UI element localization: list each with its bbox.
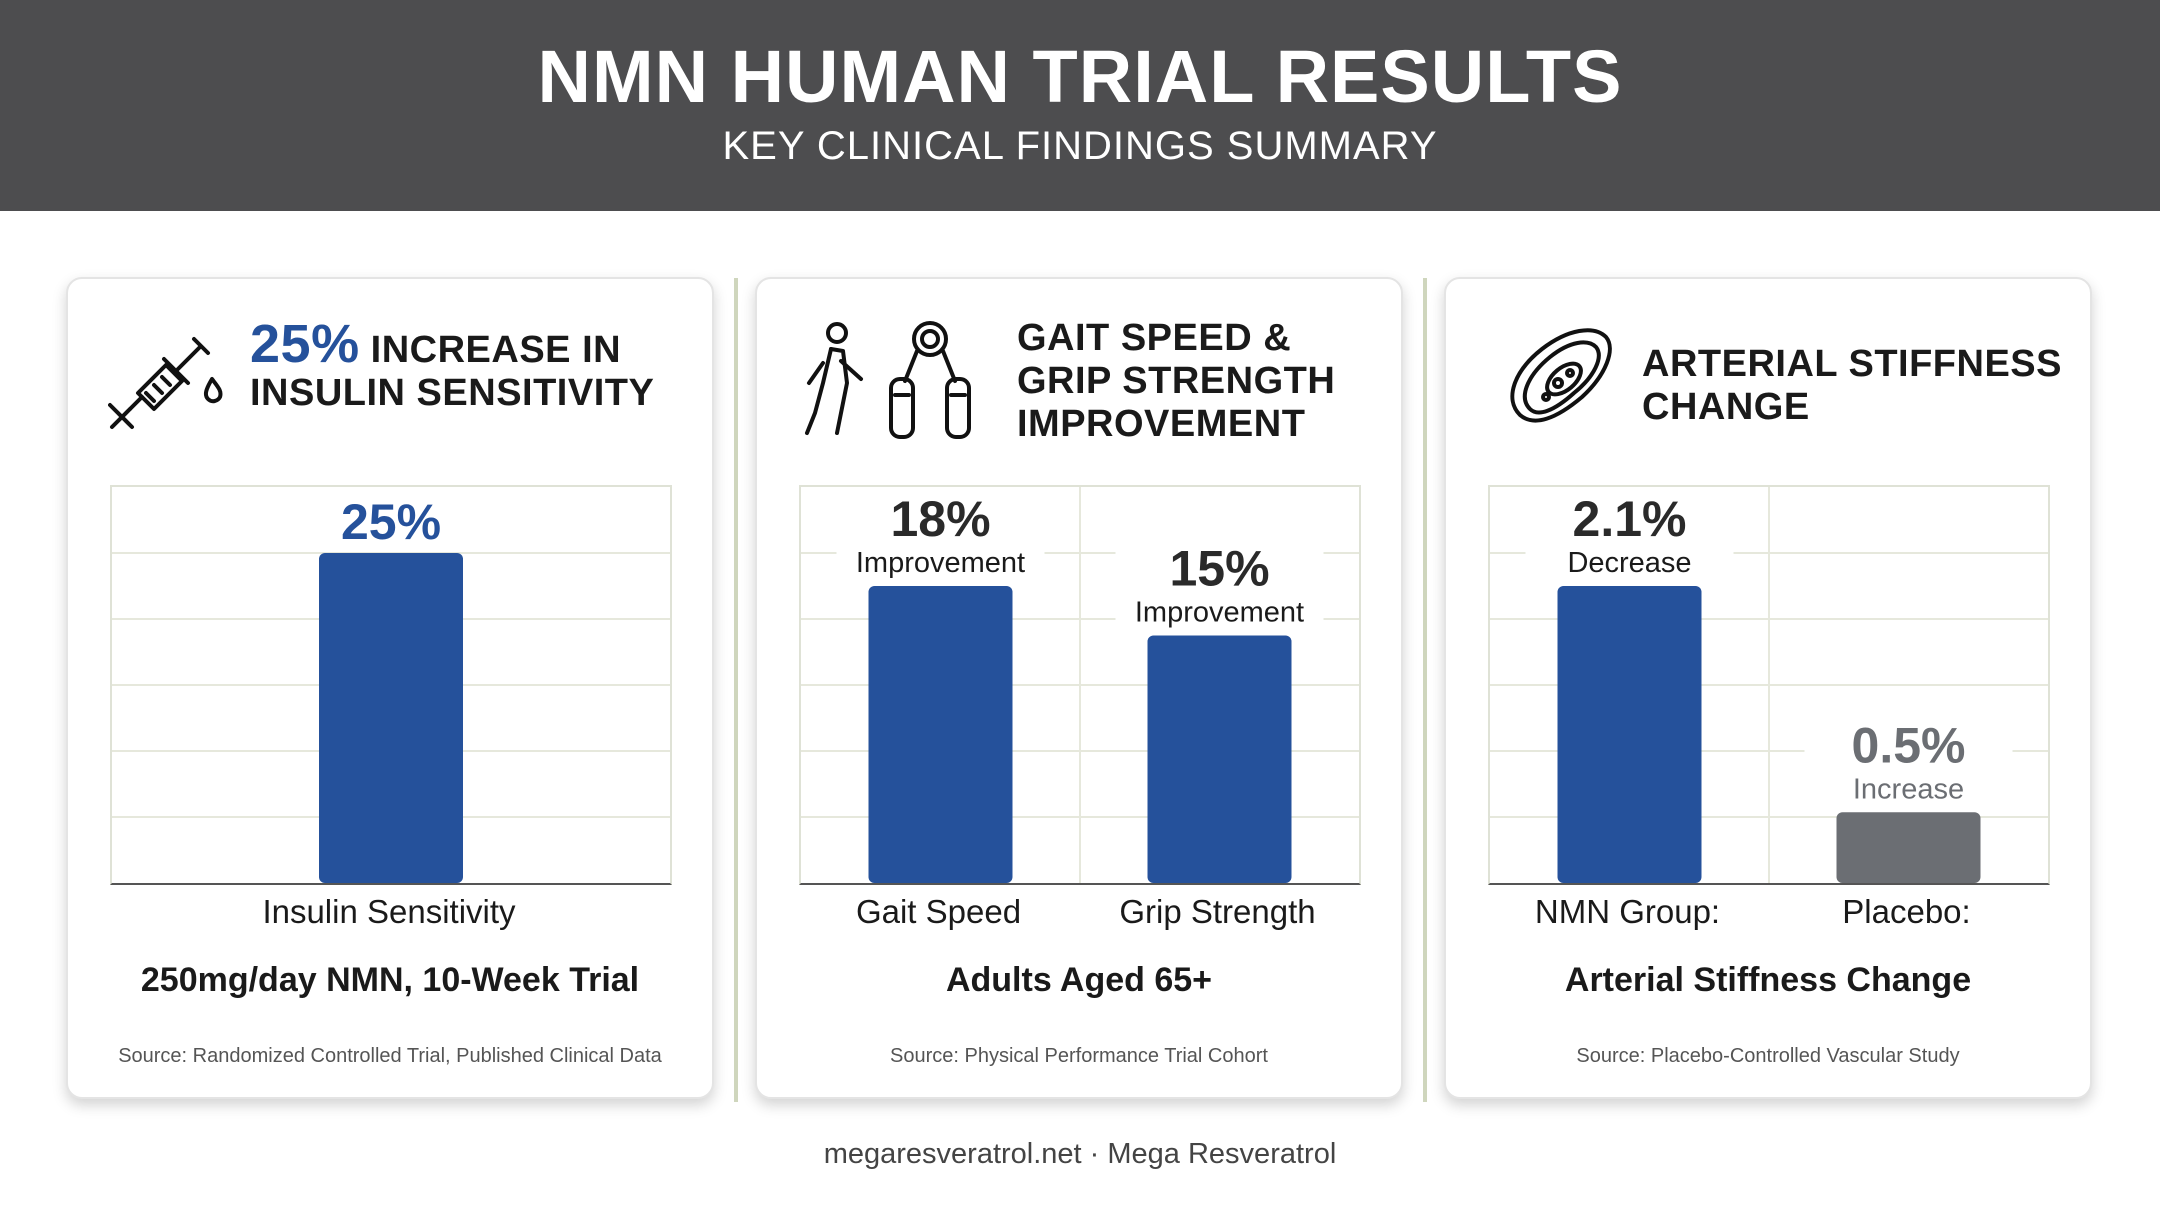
bar-value-label: 0.5% [1852,717,1966,773]
insulin-sensitivity-card: 25% INCREASE IN INSULIN SENSITIVITY 25% … [66,277,714,1099]
footer-credit: megaresveratrol.net · Mega Resveratrol [823,1138,1337,1170]
category-label: Insulin Sensitivity [262,893,516,930]
category-label: Grip Strength [1119,893,1316,930]
bar-sub-label: Improvement [1135,597,1304,629]
bar-value-label: 18% [890,491,990,547]
arterial-chart: 2.1% Decrease 0.5% Increase [1488,485,2050,885]
bar-label-backdrop [1115,537,1324,632]
bar [1836,812,1981,883]
arterial-title: ARTERIAL STIFFNESS CHANGE [1642,343,2062,429]
chart-svg: 2.1%Decrease 0.5%Increase [1490,487,2048,883]
insulin-title-line1: INCREASE IN [370,329,622,371]
bar [1557,586,1702,883]
gait-grip-title-line3: IMPROVEMENT [1017,403,1306,445]
bar-sub-label: Improvement [856,547,1025,579]
category-label: NMN Group: [1534,893,1721,930]
category-label: Placebo: [1842,893,1971,930]
header-banner: NMN HUMAN TRIAL RESULTS KEY CLINICAL FIN… [0,0,2160,211]
gait-grip-summary: Adults Aged 65+ [945,961,1213,999]
insulin-title-pct: 25% [250,314,360,374]
column-divider [734,278,738,1102]
artery-icon [1510,328,1612,423]
chart-svg: 18%Improvement 15%Improvement [801,487,1359,883]
bar-label-backdrop [1804,714,2013,809]
arterial-summary: Arterial Stiffness Change [1564,961,1972,999]
bar-sub-label: Decrease [1567,547,1691,579]
bar-label-backdrop [836,488,1045,582]
insulin-chart: 25% [110,485,672,885]
gait-grip-title-line1: GAIT SPEED & [1017,317,1292,359]
gait-grip-card: GAIT SPEED & GRIP STRENGTH IMPROVEMENT 1… [755,277,1403,1099]
arterial-title-line2: CHANGE [1642,386,1810,428]
arterial-source: Source: Placebo-Controlled Vascular Stud… [1576,1045,1960,1067]
arterial-title-line1: ARTERIAL STIFFNESS [1642,343,2062,385]
insulin-title: 25% INCREASE IN INSULIN SENSITIVITY [250,317,655,415]
chart-svg: 25% [112,494,670,883]
bar [319,553,463,883]
insulin-title-line2: INSULIN SENSITIVITY [250,372,655,414]
gait-grip-source: Source: Physical Performance Trial Cohor… [890,1045,1268,1067]
gait-grip-chart: 18% Improvement 15% Improvement [799,485,1361,885]
syringe-icon [108,337,223,429]
bar-label-backdrop [1525,488,1734,582]
column-divider [1423,278,1427,1102]
page-subtitle: KEY CLINICAL FINDINGS SUMMARY [722,124,1438,168]
arterial-stiffness-card: ARTERIAL STIFFNESS CHANGE 2.1% Decrease 0.… [1444,277,2092,1099]
bar-sub-label: Increase [1853,773,1964,805]
insulin-source: Source: Randomized Controlled Trial, Pub… [118,1045,662,1067]
bar-value-label: 25% [341,494,441,550]
hand-grip-icon [889,321,971,439]
bar-value-label: 15% [1169,541,1269,597]
bar-label-backdrop [287,495,495,549]
bar [868,586,1013,883]
gait-grip-title: GAIT SPEED & GRIP STRENGTH IMPROVEMENT [1017,317,1335,446]
insulin-summary: 250mg/day NMN, 10-Week Trial [140,961,640,999]
walking-person-icon [805,322,863,435]
category-label: Gait Speed [855,893,1022,930]
bar [1147,635,1292,883]
bar-value-label: 2.1% [1573,491,1687,547]
gait-grip-title-line2: GRIP STRENGTH [1017,360,1336,402]
page-title: NMN HUMAN TRIAL RESULTS [537,35,1623,118]
